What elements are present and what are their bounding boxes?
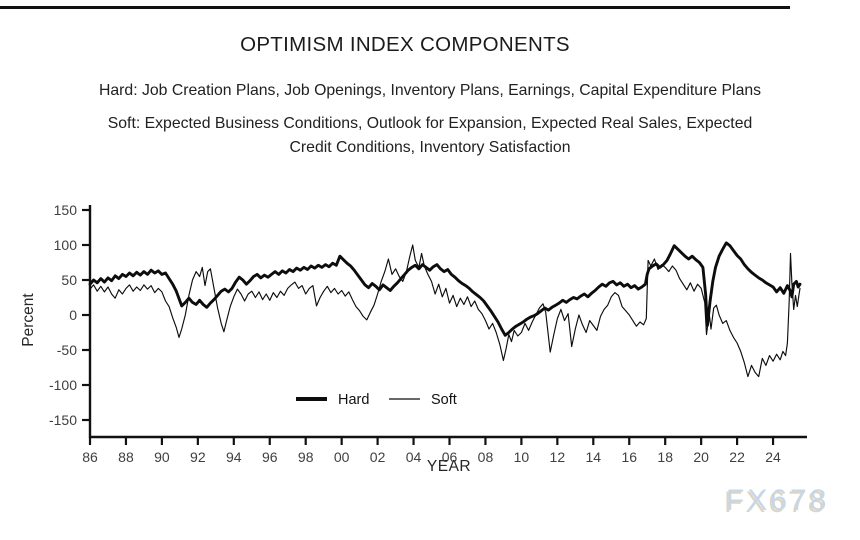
- top-border-line: [0, 6, 790, 9]
- x-tick-label: 20: [693, 449, 709, 465]
- y-tick-label: -150: [49, 412, 77, 428]
- soft-components-description-line-2: Credit Conditions, Inventory Satisfactio…: [289, 139, 571, 156]
- chart-legend: Hard Soft: [296, 392, 457, 408]
- x-tick-label: 12: [550, 449, 566, 465]
- legend-hard-label: Hard: [338, 392, 369, 408]
- y-tick-label: -100: [49, 377, 77, 393]
- x-tick-label: 00: [334, 449, 350, 465]
- x-tick-label: 10: [514, 449, 530, 465]
- soft-components-description-line-1: Soft: Expected Business Conditions, Outl…: [107, 115, 753, 132]
- fx678-watermark: FX678: [726, 484, 830, 517]
- x-tick-label: 88: [118, 449, 134, 465]
- y-tick-label: 100: [54, 237, 78, 253]
- x-tick-label: 24: [765, 449, 781, 465]
- y-tick-label: -50: [57, 342, 77, 358]
- x-tick-label: 86: [82, 449, 98, 465]
- x-axis-label: YEAR: [427, 458, 471, 475]
- y-axis-label: Percent: [20, 293, 37, 347]
- x-tick-label: 06: [442, 449, 458, 465]
- x-tick-label: 18: [657, 449, 673, 465]
- series-line-soft: [89, 244, 801, 378]
- x-tick-label: 94: [226, 449, 242, 465]
- x-tick-label: 16: [621, 449, 637, 465]
- x-tick-label: 22: [729, 449, 745, 465]
- hard-components-description: Hard: Job Creation Plans, Job Openings, …: [98, 82, 762, 99]
- x-tick-label: 98: [298, 449, 314, 465]
- series-line-hard: [88, 241, 802, 337]
- y-tick-label: 150: [54, 202, 78, 218]
- x-tick-label: 14: [586, 449, 602, 465]
- x-tick-label: 02: [370, 449, 386, 465]
- x-tick-label: 04: [406, 449, 422, 465]
- x-tick-label: 08: [478, 449, 494, 465]
- y-tick-label: 50: [61, 272, 77, 288]
- chart-title: OPTIMISM INDEX COMPONENTS: [240, 33, 570, 56]
- x-tick-label: 92: [190, 449, 206, 465]
- legend-soft-label: Soft: [431, 392, 457, 408]
- x-tick-label: 90: [154, 449, 170, 465]
- x-tick-label: 96: [262, 449, 278, 465]
- y-tick-label: 0: [69, 307, 77, 323]
